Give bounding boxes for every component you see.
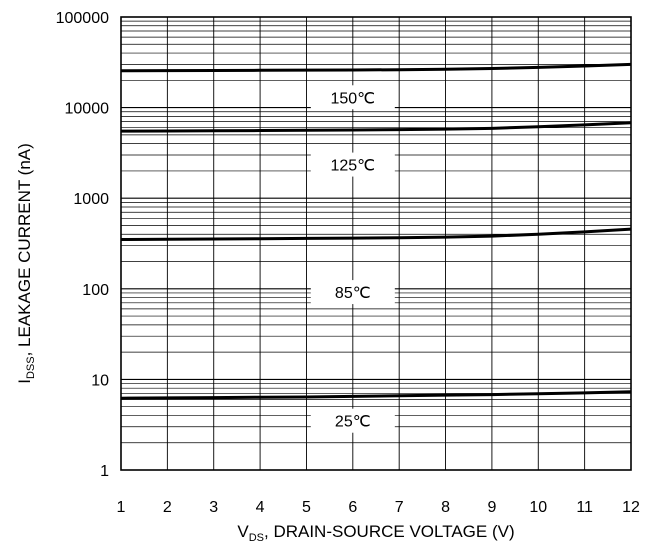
y-axis-title-main: I (15, 379, 34, 384)
x-axis-title-subscript: DS (249, 532, 264, 544)
x-tick-label: 3 (209, 499, 218, 516)
y-tick-label: 100000 (56, 10, 109, 27)
series-labels: 150℃ 125℃ 85℃ 25℃ (310, 85, 395, 433)
plot-background (121, 17, 631, 470)
x-tick-label: 9 (487, 499, 496, 516)
y-tick-labels: 1 10 100 1000 10000 100000 (56, 10, 109, 480)
x-tick-label: 8 (441, 499, 450, 516)
x-axis-title-main: V (237, 522, 249, 541)
series-line-3 (120, 390, 632, 400)
series-label: 125℃ (330, 158, 375, 175)
series-label: 25℃ (335, 414, 371, 431)
x-tick-label: 2 (163, 499, 172, 516)
plot-frame (120, 16, 632, 471)
x-tick-label: 5 (302, 499, 311, 516)
y-axis-title-subscript: DSS (25, 356, 37, 379)
y-axis-title-rest: , LEAKAGE CURRENT (nA) (15, 143, 34, 356)
series-line-1 (120, 121, 632, 133)
series-label-background (310, 280, 395, 305)
x-tick-label: 4 (256, 499, 265, 516)
y-tick-label: 100 (82, 282, 109, 299)
y-tick-label: 1 (100, 463, 109, 480)
x-tick-label: 12 (622, 499, 640, 516)
y-axis-title: IDSS, LEAKAGE CURRENT (nA) (15, 143, 37, 384)
x-tick-label: 7 (395, 499, 404, 516)
y-tick-label: 1000 (73, 191, 109, 208)
x-tick-label: 11 (576, 499, 593, 516)
series-label: 150℃ (330, 90, 375, 107)
x-tick-label: 6 (348, 499, 357, 516)
x-tick-labels: 1 2 3 4 5 6 7 8 9 10 11 12 (117, 499, 640, 516)
series-label-background (310, 152, 395, 177)
series-lines (120, 62, 632, 400)
x-tick-label: 1 (117, 499, 126, 516)
plot-area: 150℃ 125℃ 85℃ 25℃ (120, 16, 632, 471)
series-label-background (310, 85, 395, 110)
y-tick-label: 10 (91, 372, 109, 389)
y-tick-label: 10000 (65, 101, 110, 118)
series-line-2 (120, 227, 632, 242)
series-label-background (310, 408, 395, 433)
series-label: 85℃ (335, 285, 371, 302)
x-axis-title-rest: , DRAIN-SOURCE VOLTAGE (V) (264, 522, 515, 541)
x-axis-title: VDS, DRAIN-SOURCE VOLTAGE (V) (237, 522, 514, 544)
x-tick-label: 10 (529, 499, 547, 516)
series-line-0 (120, 62, 632, 73)
